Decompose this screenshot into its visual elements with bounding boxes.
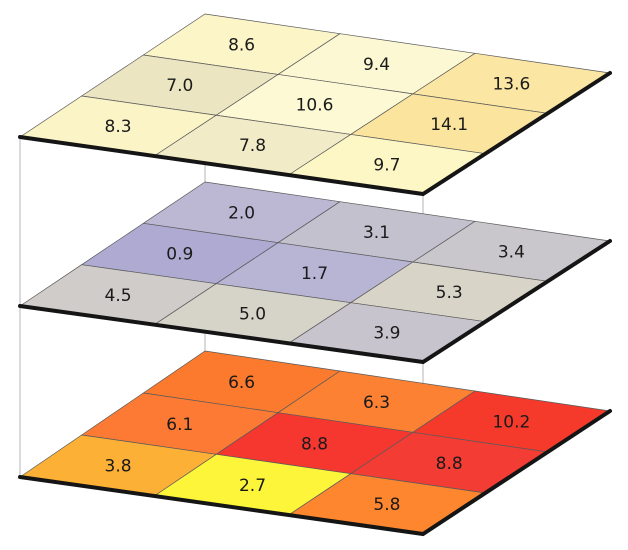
cell-value-label: 3.1	[363, 223, 390, 243]
cell-value-label: 8.3	[105, 117, 132, 137]
layer-edge	[18, 239, 612, 365]
cell-value-label: 4.5	[105, 286, 132, 306]
cell-value-label: 8.6	[228, 35, 255, 55]
cell-value-label: 2.7	[239, 476, 266, 496]
cell-value-label: 5.0	[239, 305, 266, 325]
cell-value-label: 6.6	[228, 373, 255, 393]
cell-value-label: 2.0	[228, 203, 255, 223]
cell-value-label: 3.4	[498, 242, 525, 262]
cell-value-label: 7.8	[239, 136, 266, 156]
cell-value-label: 5.8	[373, 495, 400, 515]
map-layers: 8.6 9.4 13.6 7.0 10.6 14.1 8.3 7.8 9.7 2.0 3.1 3.4 0…	[18, 13, 612, 537]
layer-middle: 2.0 3.1 3.4 0.9 1.7 5.3 4.5 5.0 3.9	[18, 181, 612, 365]
cell-value-label: 0.9	[166, 245, 193, 265]
layer-bottom: 6.6 6.3 10.2 6.1 8.8 8.8 3.8 2.7 5.8	[18, 350, 612, 537]
cell-value-label: 3.9	[373, 323, 400, 343]
cell-value-label: 13.6	[492, 74, 530, 94]
cell-value-label: 10.6	[296, 96, 334, 116]
cell-value-label: 9.4	[363, 55, 390, 75]
cell-value-label: 9.7	[373, 155, 400, 175]
cell-value-label: 7.0	[166, 76, 193, 96]
cell-value-label: 14.1	[430, 115, 468, 135]
cell-value-label: 6.3	[363, 393, 390, 413]
cell-value-label: 3.8	[105, 457, 132, 477]
layer-edge	[18, 409, 612, 537]
layer-top: 8.6 9.4 13.6 7.0 10.6 14.1 8.3 7.8 9.7	[18, 13, 612, 197]
cell-value-label: 8.8	[301, 434, 328, 454]
cell-value-label: 5.3	[436, 283, 463, 303]
cell-value-label: 6.1	[166, 415, 193, 435]
cell-value-label: 10.2	[492, 413, 530, 433]
layer-edge	[18, 71, 612, 197]
cell-value-label: 1.7	[301, 264, 328, 284]
cell-value-label: 8.8	[436, 454, 463, 474]
